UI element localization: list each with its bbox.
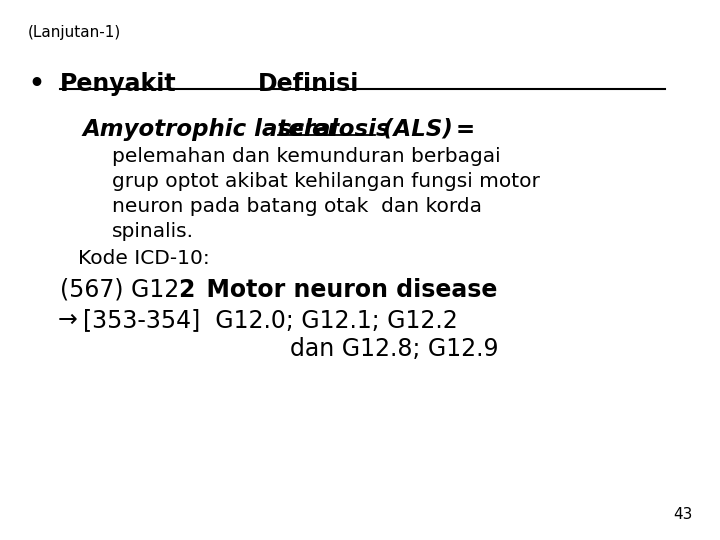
Text: Motor neuron disease: Motor neuron disease: [190, 278, 498, 302]
Text: Amyotrophic lateral: Amyotrophic lateral: [82, 118, 346, 141]
Text: Definisi: Definisi: [258, 72, 359, 96]
Text: sclerosis: sclerosis: [278, 118, 391, 141]
Text: •: •: [28, 72, 44, 96]
Text: (Lanjutan-1): (Lanjutan-1): [28, 25, 121, 40]
Text: (ALS): (ALS): [375, 118, 453, 141]
Text: [353-354]  G12.0; G12.1; G12.2: [353-354] G12.0; G12.1; G12.2: [83, 308, 458, 332]
Text: spinalis.: spinalis.: [112, 222, 194, 241]
Text: Penyakit: Penyakit: [60, 72, 176, 96]
Text: (567) G12.: (567) G12.: [60, 278, 186, 302]
Text: →: →: [58, 308, 78, 332]
Text: Kode ICD-10:: Kode ICD-10:: [78, 249, 210, 268]
Text: =: =: [448, 118, 475, 141]
Text: 2: 2: [178, 278, 194, 302]
Text: dan G12.8; G12.9: dan G12.8; G12.9: [290, 337, 498, 361]
Text: neuron pada batang otak  dan korda: neuron pada batang otak dan korda: [112, 197, 482, 216]
Text: 43: 43: [674, 507, 693, 522]
Text: grup optot akibat kehilangan fungsi motor: grup optot akibat kehilangan fungsi moto…: [112, 172, 540, 191]
Text: pelemahan dan kemunduran berbagai: pelemahan dan kemunduran berbagai: [112, 147, 500, 166]
